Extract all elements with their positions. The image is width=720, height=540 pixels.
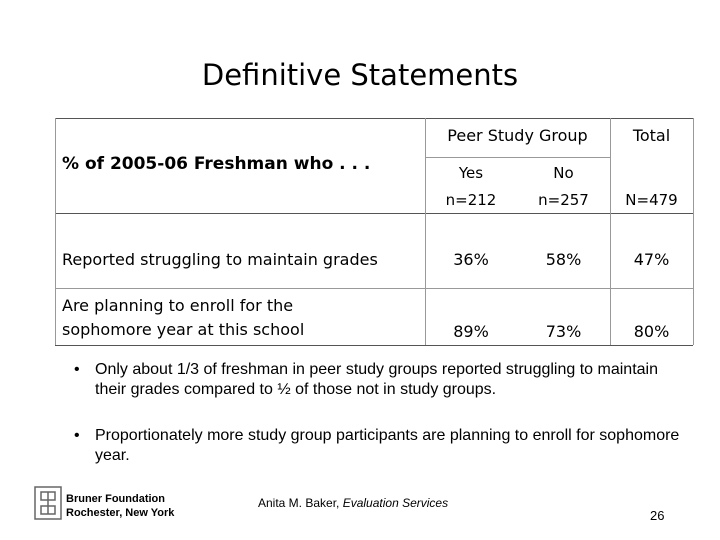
- table-border: [425, 118, 426, 345]
- subheader: Yes: [458, 164, 484, 182]
- author: Anita M. Baker,: [258, 496, 343, 510]
- footer-org-line: Rochester, New York: [66, 507, 175, 519]
- cell: 73%: [545, 322, 582, 341]
- footer-org-line: Bruner Foundation: [66, 493, 165, 505]
- bullet: Only about 1/3 of freshman in peer study…: [95, 361, 658, 398]
- cell: 36%: [453, 250, 489, 269]
- author-org: Evaluation Services: [342, 496, 449, 510]
- subheader: No: [553, 164, 574, 182]
- logo: [34, 486, 62, 520]
- cell: 47%: [633, 250, 670, 269]
- cell: 80%: [633, 322, 670, 341]
- table-border: [55, 213, 693, 214]
- bullet: Proportionately more study group partici…: [95, 427, 680, 464]
- bullet-dot: •: [74, 427, 80, 444]
- row-header: % of 2005-06 Freshman who . . .: [62, 154, 371, 174]
- table-border: [55, 118, 56, 345]
- footer-author: Anita M. Baker, Evaluation Services: [258, 496, 448, 510]
- group-header: Peer Study Group: [447, 126, 588, 145]
- subheader: n=212: [445, 191, 497, 209]
- table-border: [693, 118, 694, 345]
- subheader: N=479: [625, 191, 678, 209]
- subheader: n=257: [538, 191, 589, 209]
- table-border: [55, 118, 693, 119]
- row-label: Reported struggling to maintain grades: [62, 250, 378, 269]
- table-border: [425, 157, 610, 158]
- page-number: 26: [650, 508, 665, 523]
- slide-title: Definitive Statements: [201, 58, 519, 92]
- cell: 89%: [453, 322, 489, 341]
- row-label: Are planning to enroll for the sophomore…: [62, 296, 305, 339]
- bullet-dot: •: [74, 361, 80, 378]
- footer-org: Bruner Foundation Rochester, New York: [66, 492, 174, 520]
- table-border: [55, 288, 693, 289]
- table-border: [55, 345, 693, 346]
- total-header: Total: [632, 126, 671, 145]
- table-border: [610, 118, 611, 345]
- cell: 58%: [545, 250, 582, 269]
